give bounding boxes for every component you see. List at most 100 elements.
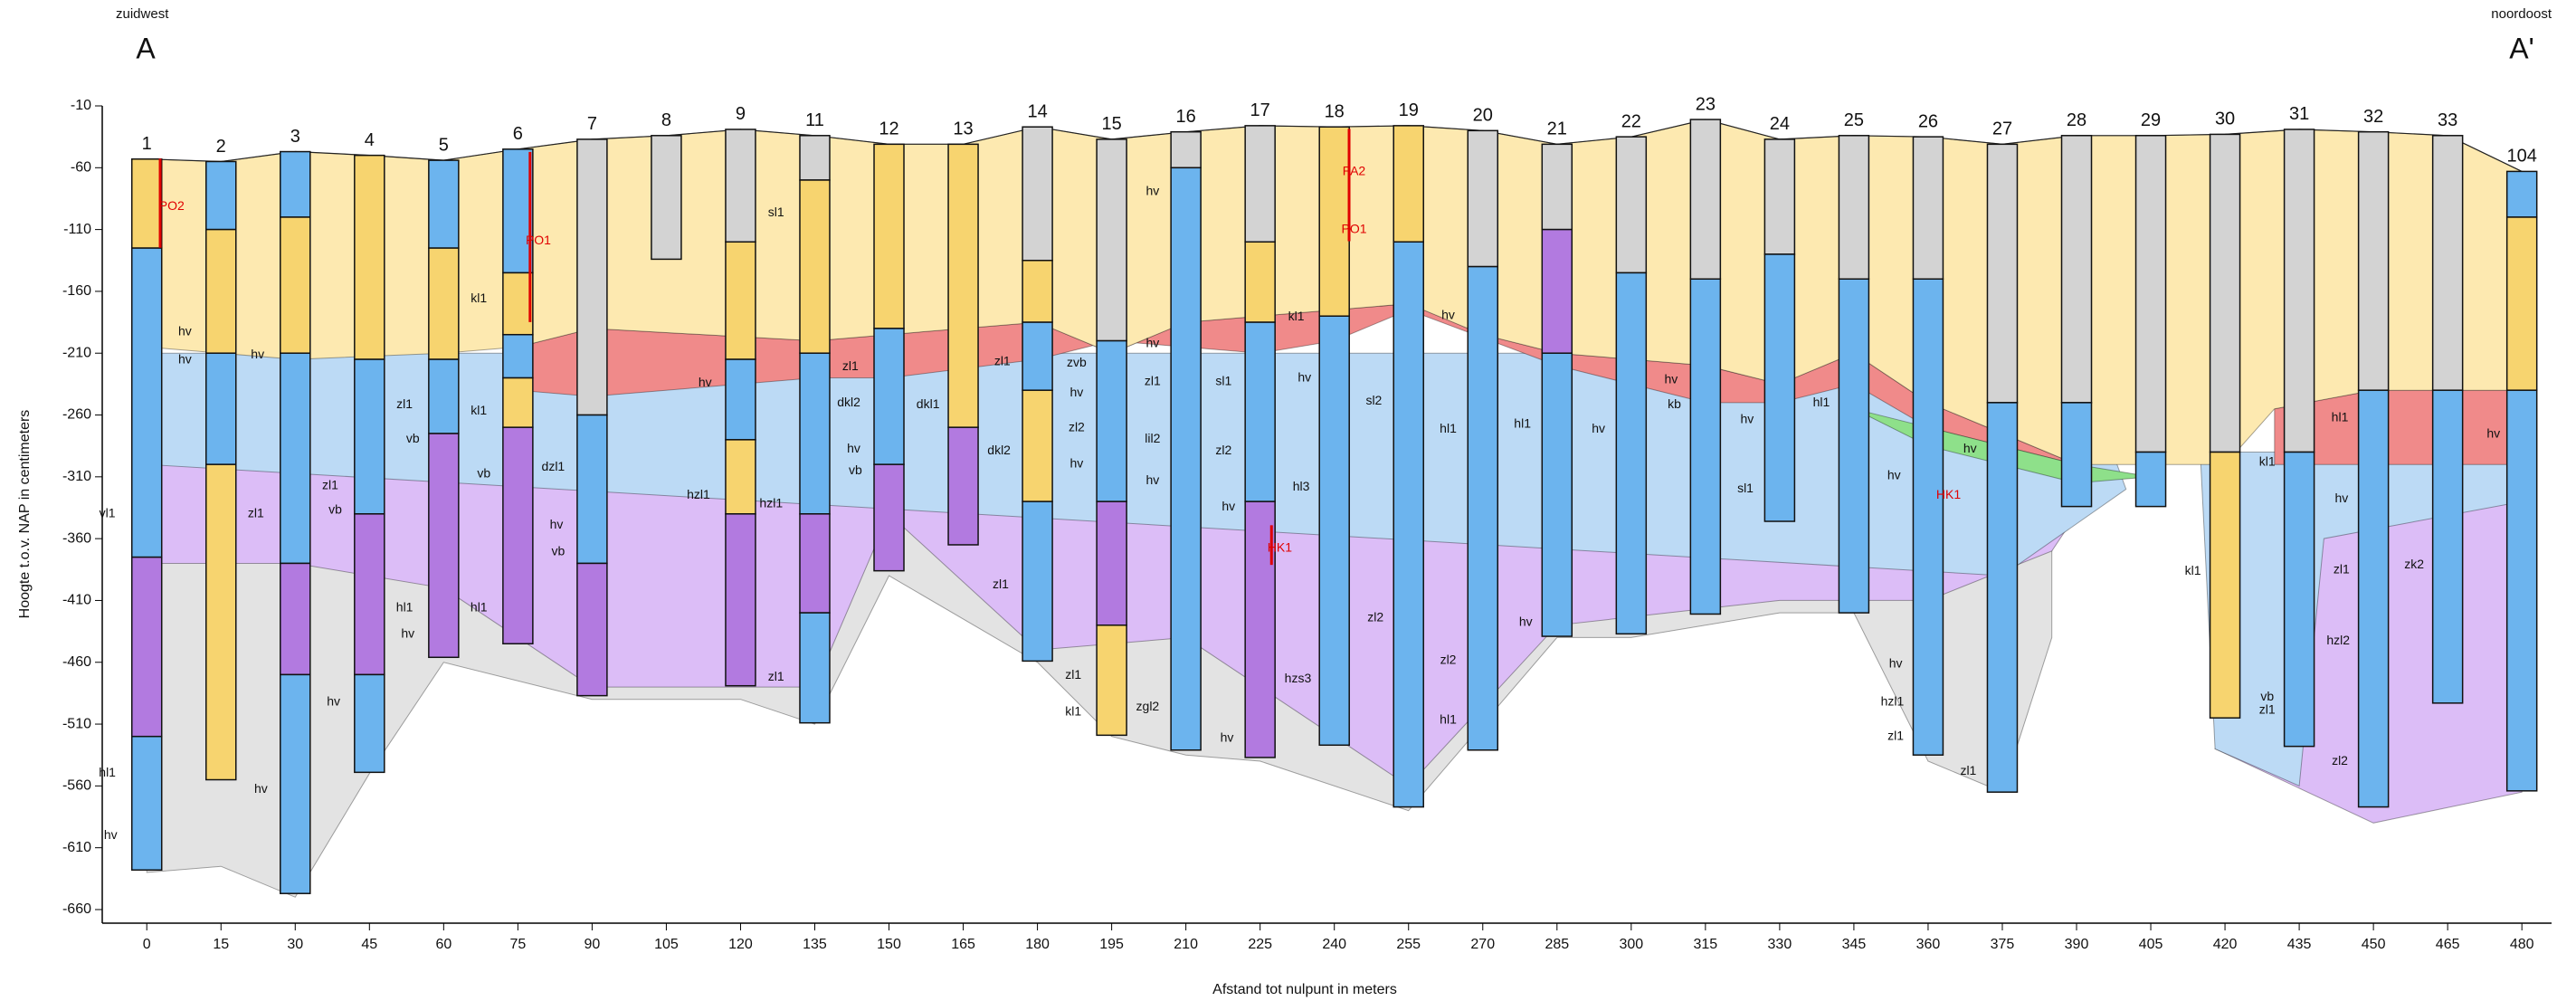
annotation: zl1: [1960, 763, 1976, 777]
borehole-segment: [2433, 136, 2463, 390]
borehole-segment: [874, 464, 904, 570]
annotation: dkl2: [987, 443, 1011, 457]
borehole-segment: [2359, 390, 2389, 806]
borehole-name: 30: [2215, 110, 2235, 129]
borehole-segment: [2359, 132, 2389, 391]
annotation: vb: [849, 462, 862, 477]
x-tick-label: 345: [1842, 937, 1867, 952]
borehole-name: 5: [439, 135, 449, 155]
borehole-segment: [280, 353, 310, 563]
annotation: hl1: [1514, 416, 1531, 431]
borehole-segment: [1839, 279, 1868, 613]
annotation: hzl2: [2326, 633, 2350, 647]
borehole-segment: [1764, 254, 1794, 521]
borehole-segment: [800, 353, 830, 514]
annotation: dzl1: [542, 459, 566, 473]
borehole-segment: [800, 514, 830, 613]
borehole-segment: [1097, 625, 1126, 736]
borehole-name: 13: [953, 119, 973, 139]
borehole-segment: [1022, 501, 1052, 661]
annotation: kl1: [1288, 309, 1305, 323]
annotation: hv: [2334, 491, 2348, 505]
borehole-segment: [1764, 139, 1794, 254]
borehole-segment: [1987, 144, 2017, 403]
borehole-segment: [280, 674, 310, 893]
x-tick-label: 120: [728, 937, 753, 952]
x-tick-label: 360: [1916, 937, 1941, 952]
x-tick-label: 180: [1025, 937, 1050, 952]
borehole-segment: [503, 378, 533, 428]
annotation: hv: [1221, 729, 1234, 744]
borehole-name: 21: [1547, 119, 1567, 139]
borehole-name: 18: [1325, 102, 1345, 122]
annotation: hl1: [99, 765, 116, 779]
annotation: hv: [178, 324, 192, 338]
annotation: kl1: [2259, 454, 2276, 469]
borehole-segment: [2062, 136, 2092, 403]
y-tick-label: -460: [62, 654, 91, 670]
annotation: hzs3: [1285, 671, 1312, 685]
borehole-segment: [355, 156, 385, 359]
x-tick-label: 390: [2065, 937, 2089, 952]
x-tick-label: 285: [1545, 937, 1569, 952]
borehole-name: 20: [1473, 106, 1493, 126]
borehole-segment: [1913, 279, 1943, 755]
borehole-segment: [1393, 242, 1423, 806]
borehole-segment: [1022, 261, 1052, 322]
annotation: zl1: [2259, 701, 2276, 716]
x-tick-label: 270: [1470, 937, 1495, 952]
borehole-name: 27: [1992, 119, 2012, 139]
borehole-segment: [2433, 390, 2463, 703]
annotation: hl3: [1293, 479, 1310, 493]
borehole-segment: [1839, 136, 1868, 279]
annotation: hl1: [1440, 711, 1457, 726]
y-tick-label: -360: [62, 530, 91, 546]
borehole-segment: [1542, 230, 1572, 354]
borehole-segment: [503, 272, 533, 334]
annotation: hv: [1145, 183, 1159, 197]
annotation: zl1: [248, 505, 264, 520]
x-tick-label: 420: [2213, 937, 2238, 952]
y-tick-label: -510: [62, 716, 91, 731]
borehole-name: 2: [216, 137, 226, 157]
borehole-segment: [206, 161, 236, 229]
annotation: vb: [551, 543, 565, 558]
annotation: hv: [1889, 655, 1903, 670]
annotation: zl2: [1069, 419, 1085, 434]
borehole-name: 22: [1621, 111, 1641, 131]
borehole-segment: [2285, 129, 2315, 453]
borehole-segment: [2507, 390, 2537, 791]
borehole-name: 8: [661, 110, 671, 130]
annotation: hzl1: [1881, 693, 1905, 708]
borehole-segment: [2210, 134, 2240, 452]
borehole-segment: [874, 144, 904, 329]
borehole-segment: [280, 217, 310, 353]
borehole-segment: [1542, 353, 1572, 636]
borehole-segment: [577, 563, 607, 695]
left-marker: A: [136, 32, 156, 64]
x-tick-label: 225: [1248, 937, 1272, 952]
annotation: hv: [1070, 456, 1084, 471]
x-tick-label: 300: [1619, 937, 1643, 952]
borehole-segment: [355, 514, 385, 675]
annotation: zl1: [1887, 729, 1904, 743]
borehole-segment: [577, 415, 607, 564]
annotation: zl1: [322, 477, 338, 491]
annotation: zl1: [396, 396, 413, 411]
borehole-name: 19: [1399, 100, 1419, 120]
cross-section: zuidwest noordoost A A' Hoogte t.o.v. NA…: [0, 0, 2576, 1001]
borehole-segment: [1245, 242, 1275, 322]
annotation: hv: [1145, 335, 1159, 349]
annotation: PA2: [1343, 164, 1366, 178]
borehole-segment: [2136, 453, 2166, 507]
annotation: kl1: [471, 291, 487, 305]
borehole-segment: [280, 563, 310, 674]
annotation: PO2: [159, 198, 185, 213]
x-tick-label: 480: [2510, 937, 2534, 952]
borehole-name: 3: [290, 127, 300, 147]
y-tick-label: -110: [63, 222, 91, 237]
annotation: kb: [1668, 396, 1681, 411]
annotation: hv: [1298, 370, 1311, 385]
borehole-segment: [355, 674, 385, 772]
annotation: hv: [847, 441, 860, 455]
